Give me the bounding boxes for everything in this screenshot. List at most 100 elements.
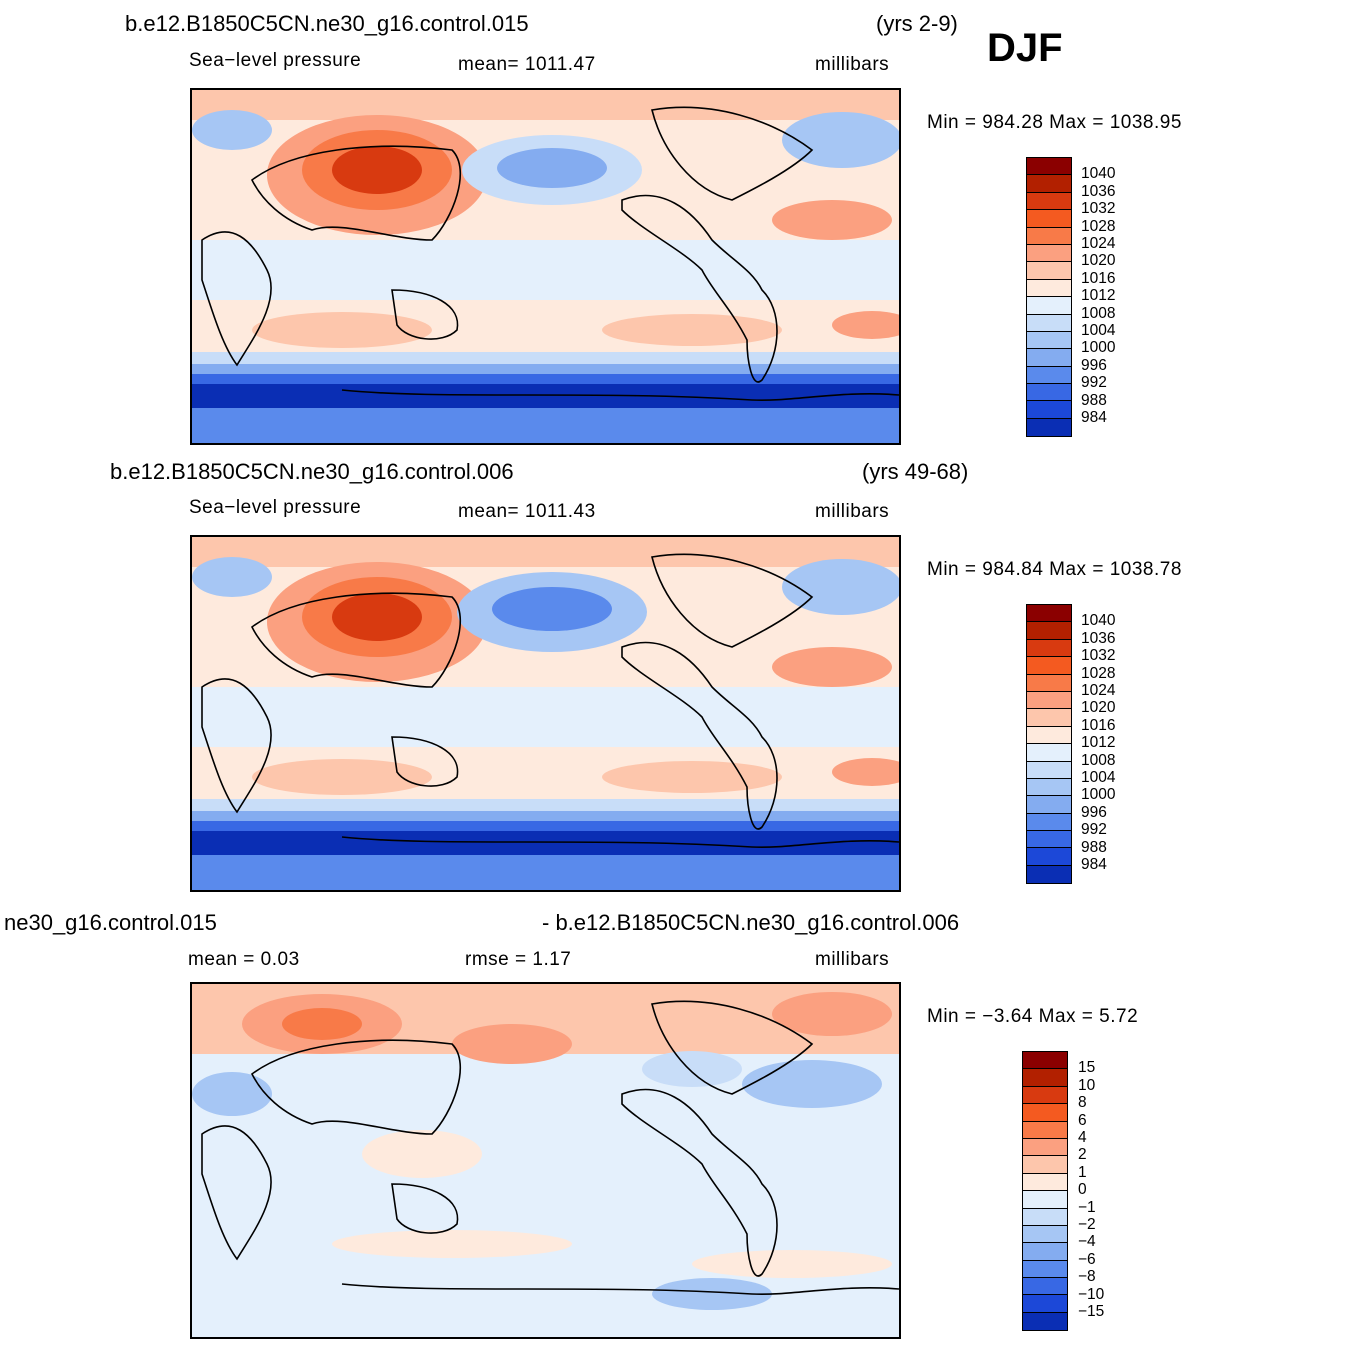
azores-high [772, 647, 892, 687]
colorbar-label: 1028 [1081, 664, 1116, 682]
indian-ocean-high [252, 759, 432, 795]
colorbar-label: 1004 [1081, 322, 1116, 339]
southern-band-2 [192, 811, 899, 821]
colorbar-segment [1027, 262, 1071, 280]
colorbar-segment [1027, 831, 1071, 849]
season-label: DJF [987, 26, 1063, 70]
europe-negative [192, 1072, 272, 1116]
colorbar-segment [1023, 1312, 1067, 1331]
south-atlantic-high [832, 758, 899, 786]
diff-rmse: rmse = 1.17 [465, 949, 572, 970]
colorbar-label: 984 [1081, 409, 1107, 426]
colorbar-segment [1023, 1069, 1067, 1087]
diff-map-svg [192, 984, 899, 1337]
tropical-band [192, 240, 899, 300]
colorbar-segment [1027, 796, 1071, 814]
diff-case-left: ne30_g16.control.015 [4, 910, 217, 935]
icelandic-low-west [192, 557, 272, 597]
colorbar-segment [1027, 622, 1071, 640]
indonesia-positive [362, 1130, 482, 1178]
colorbar-label: 1032 [1081, 200, 1116, 218]
colorbar-segment [1023, 1208, 1067, 1226]
colorbar-segment [1023, 1243, 1067, 1261]
southern-band-4 [192, 384, 899, 408]
colorbar-label: 1028 [1081, 217, 1116, 235]
panel2-map [190, 535, 901, 892]
colorbar-segment [1027, 384, 1071, 402]
colorbar-segment [1027, 210, 1071, 228]
colorbar-label: 1024 [1081, 682, 1116, 699]
colorbar-segment [1027, 314, 1071, 332]
southern-band-3 [192, 374, 899, 384]
colorbar-label: −2 [1078, 1216, 1096, 1233]
icelandic-low [782, 112, 899, 168]
south-atlantic-high [832, 311, 899, 339]
panel2-map-svg [192, 537, 899, 890]
southern-band-4 [192, 831, 899, 855]
colorbar-segment [1023, 1104, 1067, 1122]
diff-case-right: - b.e12.B1850C5CN.ne30_g16.control.006 [542, 910, 960, 935]
colorbar-segment [1027, 175, 1071, 193]
colorbar-segment [1027, 366, 1071, 385]
aleutian-low-core [492, 587, 612, 631]
southern-band-2 [192, 364, 899, 374]
colorbar-segment [1023, 1156, 1067, 1174]
colorbar-label: 1040 [1081, 612, 1116, 630]
colorbar-segment [1027, 639, 1071, 658]
north-pacific-negative [642, 1051, 742, 1087]
colorbar-label: 1036 [1081, 182, 1116, 200]
arctic-high-band [192, 90, 899, 120]
antarctic-band [192, 408, 899, 443]
colorbar-segment [1027, 848, 1071, 866]
panel2-mean: mean= 1011.43 [458, 501, 596, 522]
colorbar-label: 1020 [1081, 699, 1116, 717]
coastlines [201, 553, 899, 849]
colorbar-label: 8 [1078, 1094, 1087, 1112]
colorbar-label: 1040 [1081, 165, 1116, 183]
panel2-variable: Sea−level pressure [189, 497, 362, 518]
colorbar-segment [1027, 331, 1071, 350]
colorbar-label: 992 [1081, 821, 1107, 839]
colorbar-segment [1027, 279, 1071, 298]
colorbar-segment [1027, 401, 1071, 419]
colorbar-label: 1016 [1081, 716, 1116, 734]
colorbar-segment [1023, 1052, 1067, 1070]
colorbar-label: 15 [1078, 1059, 1096, 1077]
panel1-mean: mean= 1011.47 [458, 54, 596, 75]
colorbar-label: 1008 [1081, 304, 1116, 322]
panel2-case-title: b.e12.B1850C5CN.ne30_g16.control.006 [110, 459, 514, 484]
colorbar-segment [1027, 761, 1071, 779]
colorbar-segment [1023, 1260, 1067, 1279]
panel1-case-title: b.e12.B1850C5CN.ne30_g16.control.015 [125, 11, 529, 36]
southern-band-1 [192, 799, 899, 811]
colorbar-label: 1000 [1081, 786, 1116, 804]
colorbar-segment [1023, 1295, 1067, 1313]
colorbar-label: 988 [1081, 391, 1107, 409]
tropical-band [192, 687, 899, 747]
colorbar-segment [1027, 778, 1071, 797]
coastlines [201, 106, 899, 402]
colorbar-label: 10 [1078, 1076, 1096, 1094]
colorbar-label: 1000 [1081, 339, 1116, 357]
colorbar-segment [1027, 605, 1071, 623]
panel1-units: millibars [815, 54, 890, 75]
south-pacific-positive [692, 1250, 892, 1278]
icelandic-low-west [192, 110, 272, 150]
panel1-map-svg [192, 90, 899, 443]
colorbar-label: 1012 [1081, 287, 1116, 305]
colorbar-label: −1 [1078, 1198, 1096, 1216]
south-indian-positive [332, 1230, 572, 1258]
panel2-years: (yrs 49-68) [862, 459, 969, 484]
colorbar-label: 0 [1078, 1181, 1087, 1199]
colorbar-segment [1023, 1121, 1067, 1139]
diff-mean: mean = 0.03 [188, 949, 300, 970]
diff-map [190, 982, 901, 1339]
colorbar-label: 1 [1078, 1163, 1087, 1181]
southern-band-3 [192, 821, 899, 831]
colorbar-label: 996 [1081, 356, 1107, 374]
colorbar-label: 992 [1081, 374, 1107, 392]
colorbar-segment [1027, 192, 1071, 211]
panel2-colorbar [1026, 604, 1072, 885]
diff-units: millibars [815, 949, 890, 970]
siberian-high-core [332, 146, 422, 194]
